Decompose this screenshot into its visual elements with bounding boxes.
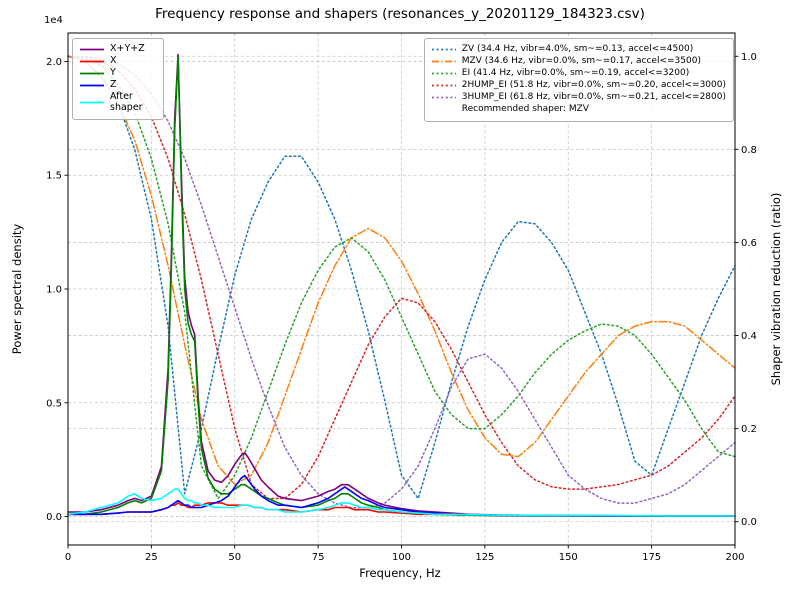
x-tick-label: 50 [228, 552, 241, 563]
legend-note-row: Recommended shaper: MZV [431, 104, 726, 116]
legend-item-label: X+Y+Z [110, 43, 145, 55]
curve-ei [67, 55, 736, 500]
legend-line-sample [431, 60, 456, 63]
legend-item-label: Z [110, 79, 117, 91]
legend-line-sample [431, 48, 456, 51]
curve-3hump-ei [67, 55, 736, 509]
legend-line-sample [431, 84, 456, 87]
x-axis-label: Frequency, Hz [359, 566, 441, 580]
legend-item-label: After shaper [110, 91, 143, 113]
curve-z [67, 474, 736, 517]
legend-item-label: EI (41.4 Hz, vibr=0.0%, sm~=0.19, accel<… [461, 68, 690, 79]
y-left-tick-label: 1.5 [46, 171, 62, 182]
x-tick-label: 125 [475, 552, 494, 563]
legend-item-label: ZV (34.4 Hz, vibr=4.0%, sm~=0.13, accel<… [461, 44, 694, 55]
legend-psd: X+Y+Z X Y Z After shaper [72, 38, 164, 120]
x-tick-label: 200 [725, 552, 744, 563]
x-tick-label: 75 [312, 552, 325, 563]
legend-item-z: Z [79, 79, 156, 91]
y-axis-label-right: Shaper vibration reduction (ratio) [769, 192, 783, 386]
legend-item-label: 3HUMP_EI (61.8 Hz, vibr=0.0%, sm~=0.21, … [461, 92, 726, 103]
chart-title: Frequency response and shapers (resonanc… [155, 6, 645, 22]
legend-item-label: X [110, 55, 117, 67]
y-right-tick-label: 0.0 [741, 517, 757, 528]
legend-line-sample [80, 48, 104, 51]
legend-item-x: X [79, 55, 156, 67]
legend-line-sample [80, 60, 104, 63]
y-right-tick-label: 0.2 [741, 424, 757, 435]
x-tick-label: 25 [145, 552, 158, 563]
legend-item-label: MZV (34.6 Hz, vibr=0.0%, sm~=0.17, accel… [461, 56, 701, 67]
curve-2hump-ei [67, 55, 736, 500]
curve-after-shaper [67, 488, 736, 517]
y-axis-offset-text: 1e4 [44, 15, 63, 26]
y-left-tick-label: 0.5 [46, 398, 62, 409]
legend-line-sample [80, 72, 104, 75]
curve-zv [67, 55, 736, 500]
legend-line-sample [80, 102, 104, 104]
x-tick-label: 175 [642, 552, 661, 563]
legend-line-sample [80, 84, 104, 87]
legend-line-sample [431, 72, 456, 75]
legend-shapers: ZV (34.4 Hz, vibr=4.0%, sm~=0.13, accel<… [423, 38, 734, 122]
legend-item-after: After shaper [79, 91, 156, 114]
x-tick-label: 150 [559, 552, 578, 563]
legend-item-y: Y [79, 67, 156, 79]
legend-item-2hump-ei: 2HUMP_EI (51.8 Hz, vibr=0.0%, sm~=0.20, … [431, 80, 726, 91]
legend-item-3hump-ei: 3HUMP_EI (61.8 Hz, vibr=0.0%, sm~=0.21, … [431, 92, 726, 103]
legend-item-label: Y [110, 67, 116, 79]
recommended-shaper-text: Recommended shaper: MZV [461, 104, 589, 114]
legend-item-mzv: MZV (34.6 Hz, vibr=0.0%, sm~=0.17, accel… [431, 56, 726, 67]
tick-marks [64, 55, 739, 549]
legend-line-sample [431, 96, 456, 99]
legend-sample-spacer [431, 109, 457, 110]
y-right-tick-label: 0.6 [741, 238, 757, 249]
curve-mzv [67, 55, 736, 486]
y-left-tick-label: 2.0 [46, 57, 62, 68]
x-tick-label: 0 [65, 552, 71, 563]
y-right-tick-label: 1.0 [741, 52, 757, 63]
legend-item-label: 2HUMP_EI (51.8 Hz, vibr=0.0%, sm~=0.20, … [461, 80, 726, 91]
y-right-tick-label: 0.4 [741, 331, 757, 342]
legend-item-zv: ZV (34.4 Hz, vibr=4.0%, sm~=0.13, accel<… [431, 44, 726, 55]
legend-item-x-y-z: X+Y+Z [79, 43, 156, 55]
legend-item-ei: EI (41.4 Hz, vibr=0.0%, sm~=0.19, accel<… [431, 68, 726, 79]
y-left-tick-label: 1.0 [46, 285, 62, 296]
curve-x-y-z [67, 53, 736, 517]
x-tick-label: 100 [392, 552, 411, 563]
y-right-tick-label: 0.8 [741, 145, 757, 156]
y-axis-label-left: Power spectral density [10, 223, 24, 355]
tick-labels: 0 25 50 75 100 125 150 175 200 0.0 0.5 1.0 1.5 2.0 0.0… [46, 52, 757, 563]
y-left-tick-label: 0.0 [46, 512, 62, 523]
